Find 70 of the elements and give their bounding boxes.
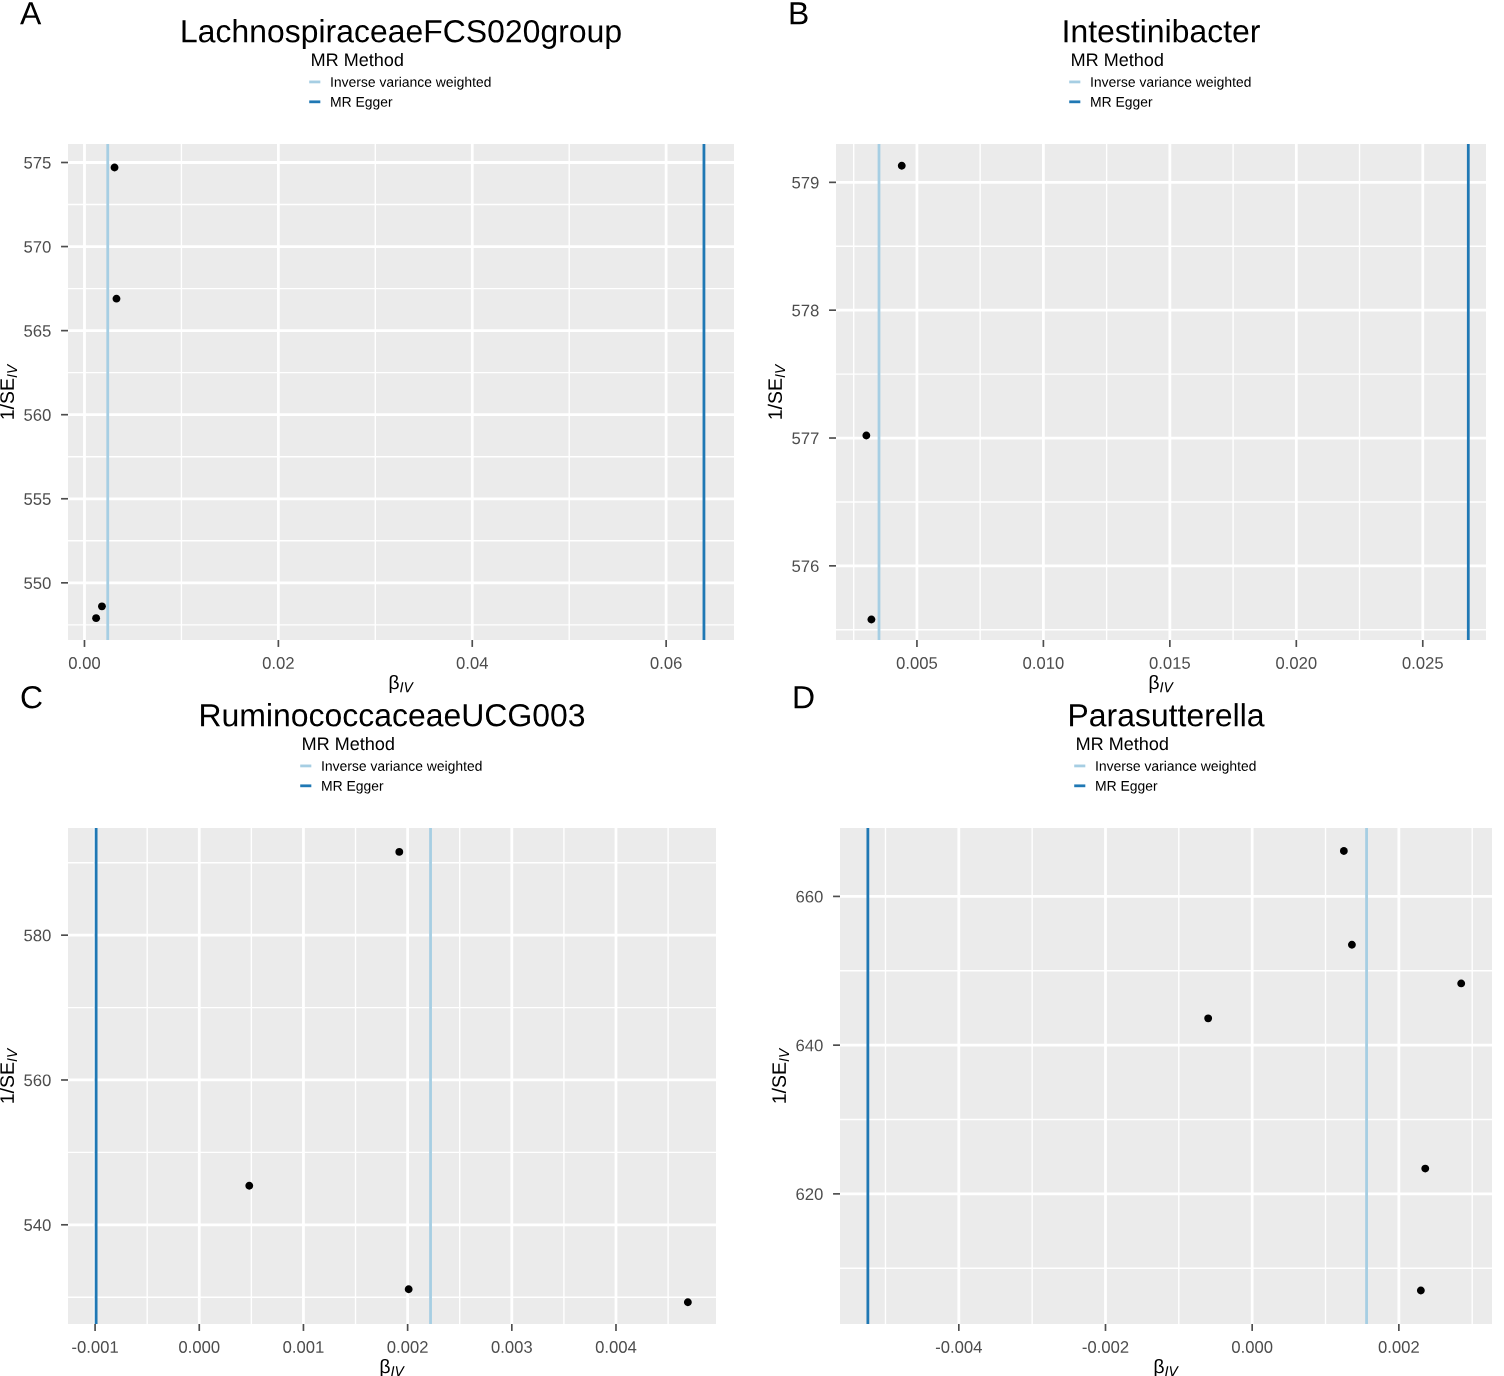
- chart-title: Parasutterella: [1070, 703, 1265, 727]
- x-tick-label: 0.025: [1402, 657, 1443, 669]
- x-tick-label: 0.00: [68, 657, 101, 669]
- x-tick-label: 0.002: [387, 1341, 428, 1353]
- x-tick-label: 0.005: [896, 657, 938, 669]
- x-tick-label: 0.015: [1149, 657, 1191, 669]
- x-tick-label: -0.001: [72, 1341, 118, 1353]
- y-tick-label: 576: [792, 560, 819, 573]
- legend-title: MR Method: [312, 52, 403, 67]
- y-axis-title: 1/SE$_{IV}$: [767, 363, 786, 419]
- y-tick-label: 580: [24, 929, 51, 942]
- point: [395, 847, 404, 856]
- point: [897, 161, 906, 170]
- x-tick-label: 0.000: [1231, 1341, 1273, 1353]
- y-tick-label: 579: [792, 176, 819, 189]
- point: [683, 1298, 692, 1307]
- y-axis-title: 1/SE$_{IV}$: [0, 363, 18, 419]
- x-tick-label: 0.02: [262, 657, 294, 669]
- chart-title: RuminococcaceaeUCG003: [201, 703, 585, 727]
- y-tick-label: 570: [24, 240, 51, 253]
- point: [862, 431, 871, 440]
- x-tick-label: 0.04: [456, 657, 488, 669]
- point: [1204, 1014, 1213, 1023]
- y-tick-label: 560: [24, 1074, 51, 1087]
- x-tick-label: -0.002: [1082, 1341, 1129, 1353]
- y-tick-label: 578: [792, 304, 819, 317]
- x-axis-title: β$_{IV}$: [1149, 674, 1174, 694]
- y-tick-label: 660: [796, 890, 823, 903]
- point: [1416, 1286, 1425, 1295]
- y-tick-label: 540: [24, 1219, 51, 1231]
- y-axis-title: 1/SE$_{IV}$: [771, 1047, 790, 1103]
- text: C: [21, 685, 42, 709]
- legend-title: MR Method: [1077, 736, 1168, 751]
- point: [867, 615, 876, 624]
- point: [98, 602, 106, 611]
- y-axis-title: 1/SE$_{IV}$: [0, 1047, 18, 1103]
- chart-title: Intestinibacter: [1064, 19, 1260, 43]
- x-tick-label: 0.003: [491, 1341, 532, 1353]
- point: [1421, 1164, 1430, 1173]
- point: [1347, 940, 1356, 949]
- y-tick-label: 575: [24, 157, 51, 169]
- point: [110, 163, 119, 172]
- x-tick-label: 0.010: [1023, 657, 1064, 669]
- legend-title: MR Method: [1072, 52, 1163, 67]
- x-tick-label: 0.001: [283, 1341, 324, 1353]
- x-tick-label: 0.020: [1276, 657, 1317, 669]
- y-tick-label: 565: [24, 325, 51, 337]
- x-tick-label: 0.06: [650, 657, 682, 669]
- chart-title: LachnospiraceaeFCS020group: [182, 19, 621, 49]
- point: [1457, 979, 1466, 988]
- y-tick-label: 550: [24, 577, 51, 590]
- y-tick-label: 560: [24, 409, 51, 421]
- y-tick-label: 577: [792, 432, 819, 445]
- x-tick-label: 0.000: [179, 1341, 220, 1353]
- x-tick-label: -0.004: [935, 1341, 982, 1353]
- point: [404, 1285, 413, 1294]
- point: [245, 1181, 254, 1190]
- point: [92, 614, 101, 623]
- point: [112, 294, 121, 303]
- x-axis-title: β$_{IV}$: [389, 674, 414, 694]
- legend-title: MR Method: [303, 736, 394, 751]
- text: A: [20, 2, 42, 25]
- point: [1339, 847, 1348, 855]
- text: B: [790, 2, 808, 25]
- y-tick-label: 555: [24, 493, 51, 505]
- text: D: [794, 686, 814, 709]
- x-tick-label: 0.004: [595, 1341, 637, 1353]
- y-tick-label: 640: [796, 1039, 823, 1052]
- y-tick-label: 620: [796, 1188, 823, 1201]
- x-tick-label: 0.002: [1378, 1341, 1419, 1353]
